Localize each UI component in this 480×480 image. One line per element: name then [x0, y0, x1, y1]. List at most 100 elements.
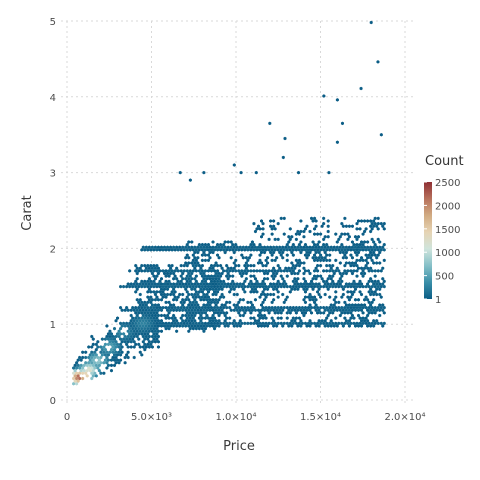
hex-cell [238, 313, 242, 318]
hex-cell [179, 263, 183, 268]
hex-cell [343, 284, 347, 289]
hex-cell [270, 284, 274, 289]
hex-cell [234, 284, 238, 289]
hex-cell [285, 258, 289, 263]
hex-cell [370, 253, 374, 257]
hex-cell [285, 295, 289, 299]
hex-cell [234, 305, 238, 310]
outlier-hex [202, 170, 206, 175]
hex-cell [311, 245, 315, 249]
hex-cell [196, 292, 200, 297]
hex-cell [314, 224, 318, 228]
hex-cell [123, 360, 127, 365]
hex-cell [181, 271, 185, 276]
hex-cell [105, 360, 109, 365]
hex-cell [147, 266, 151, 270]
hex-cell [226, 271, 230, 276]
hex-cell [306, 284, 311, 289]
hex-cell [296, 282, 300, 286]
hex-cell [144, 334, 148, 339]
hex-cell [109, 368, 113, 373]
hex-cell [181, 308, 185, 312]
hex-cell [153, 329, 157, 333]
hex-cell [267, 248, 271, 252]
hex-cell [373, 242, 377, 247]
hex-cell [112, 342, 117, 347]
hex-cell [167, 274, 171, 278]
hex-cell [203, 258, 207, 263]
hex-cell [323, 308, 327, 312]
hex-cell [211, 282, 215, 286]
hex-cell [360, 318, 364, 323]
hex-cell [353, 234, 357, 239]
hex-cell [302, 271, 306, 276]
hex-cell [326, 224, 330, 228]
hex-cell [353, 287, 357, 291]
hex-cell [352, 242, 356, 247]
hex-cell [291, 269, 295, 273]
hex-cell [143, 326, 147, 331]
hex-cell [352, 284, 356, 289]
hex-cell [106, 337, 110, 341]
hex-cell [275, 308, 279, 312]
outlier-hex [369, 20, 373, 25]
hex-cell [264, 269, 268, 273]
hex-cell [90, 350, 94, 354]
hex-cell [299, 245, 303, 249]
hex-cell [302, 234, 306, 239]
hex-cell [253, 276, 257, 281]
hex-cell [153, 276, 157, 281]
hex-cell [138, 308, 142, 312]
hex-cell [172, 324, 176, 328]
hex-cell [281, 245, 285, 249]
hex-cell [222, 279, 226, 284]
hex-cell [140, 311, 144, 315]
hex-cell [182, 269, 186, 273]
hex-cell [322, 242, 326, 247]
hex-cell [264, 248, 268, 252]
hex-cell [217, 287, 221, 291]
hex-cell [349, 248, 353, 252]
hex-cell [185, 279, 189, 284]
hex-cell [76, 374, 80, 378]
hex-cell [335, 282, 339, 286]
hex-cell [288, 321, 292, 326]
hex-cell [261, 232, 265, 236]
hex-cell [279, 305, 283, 310]
hex-cell [253, 282, 257, 286]
hex-cell [344, 224, 348, 228]
hex-cell [297, 321, 301, 326]
hex-cell [199, 324, 203, 328]
hex-cell [164, 300, 168, 305]
hex-cell [329, 308, 333, 312]
hex-cell [325, 263, 329, 268]
hex-cell [256, 282, 260, 286]
hex-cell [353, 297, 357, 302]
hex-cell [173, 321, 177, 326]
hex-cell [302, 261, 306, 265]
hex-cell [167, 305, 171, 310]
hex-cell [147, 297, 151, 302]
hex-cell [222, 321, 226, 326]
hex-cell [303, 311, 307, 315]
hex-cell [366, 318, 370, 323]
hex-cell [155, 332, 159, 336]
hex-cell [297, 248, 301, 252]
hex-cell [175, 282, 179, 286]
hex-cell [229, 282, 233, 286]
hex-cell [216, 279, 220, 284]
hex-cell [234, 269, 238, 273]
hex-cell [173, 290, 177, 294]
hex-cell [93, 360, 97, 365]
hex-cell [126, 350, 130, 354]
hex-cell [85, 374, 89, 378]
hex-cell [159, 287, 163, 291]
hex-cell [246, 300, 250, 305]
hex-cell [243, 321, 247, 326]
hex-cell [109, 337, 113, 341]
hex-cell [237, 269, 241, 273]
hex-cell [294, 305, 298, 310]
hex-cell [190, 276, 194, 281]
hex-cell [229, 255, 233, 260]
hex-cell [219, 305, 223, 310]
